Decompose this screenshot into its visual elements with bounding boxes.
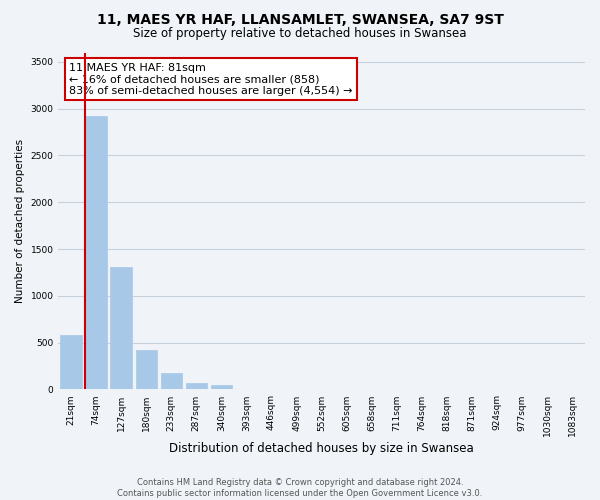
- Text: 11 MAES YR HAF: 81sqm
← 16% of detached houses are smaller (858)
83% of semi-det: 11 MAES YR HAF: 81sqm ← 16% of detached …: [69, 62, 352, 96]
- Bar: [85, 116, 107, 390]
- Text: Size of property relative to detached houses in Swansea: Size of property relative to detached ho…: [133, 28, 467, 40]
- Bar: [110, 267, 132, 390]
- X-axis label: Distribution of detached houses by size in Swansea: Distribution of detached houses by size …: [169, 442, 474, 455]
- Bar: [185, 383, 207, 390]
- Bar: [136, 350, 157, 390]
- Bar: [211, 385, 232, 390]
- Bar: [60, 335, 82, 390]
- Text: 11, MAES YR HAF, LLANSAMLET, SWANSEA, SA7 9ST: 11, MAES YR HAF, LLANSAMLET, SWANSEA, SA…: [97, 12, 503, 26]
- Y-axis label: Number of detached properties: Number of detached properties: [15, 139, 25, 303]
- Bar: [161, 373, 182, 390]
- Text: Contains HM Land Registry data © Crown copyright and database right 2024.
Contai: Contains HM Land Registry data © Crown c…: [118, 478, 482, 498]
